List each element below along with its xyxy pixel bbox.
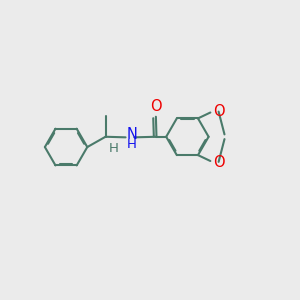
Text: H: H bbox=[126, 138, 136, 151]
Text: O: O bbox=[213, 155, 224, 170]
Text: O: O bbox=[150, 99, 162, 114]
Text: N: N bbox=[126, 128, 137, 142]
Text: O: O bbox=[213, 103, 224, 118]
Text: H: H bbox=[109, 142, 118, 155]
